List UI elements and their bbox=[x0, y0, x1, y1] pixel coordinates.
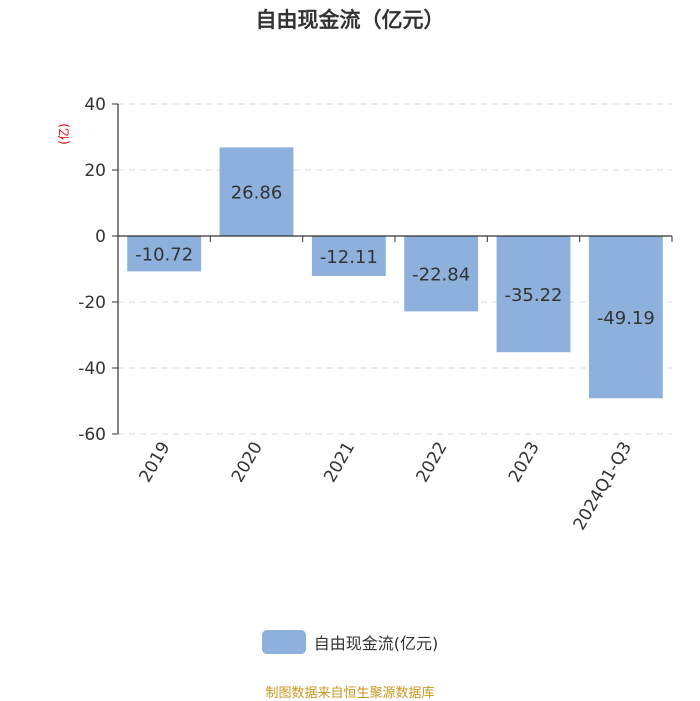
x-tick-label: 2019 bbox=[136, 439, 175, 486]
bar bbox=[496, 236, 571, 353]
y-axis-unit-label: (亿) bbox=[56, 123, 71, 144]
y-tick-label: 0 bbox=[95, 227, 106, 247]
x-tick-label: 2023 bbox=[505, 439, 544, 486]
x-tick-label: 2021 bbox=[320, 439, 359, 486]
bar-chart: 40 20 0 -20 -40 -60 (亿) -10.72 26.86 -12.11 -22.84… bbox=[56, 95, 673, 534]
y-tick-label: -60 bbox=[78, 425, 106, 445]
bar-value-label: -10.72 bbox=[135, 245, 193, 266]
y-tick-label: -20 bbox=[78, 293, 106, 313]
bar bbox=[311, 236, 386, 276]
bar-value-label: -49.19 bbox=[597, 308, 655, 329]
bar-value-label: 26.86 bbox=[231, 183, 283, 204]
bar-value-label: -35.22 bbox=[504, 285, 562, 306]
y-tick-label: 20 bbox=[84, 161, 106, 181]
y-tick-label: -40 bbox=[78, 359, 106, 379]
source-note: 制图数据来自恒生聚源数据库 bbox=[265, 686, 435, 701]
legend-label: 自由现金流(亿元) bbox=[313, 634, 439, 653]
y-tick-label: 40 bbox=[84, 95, 106, 115]
bar bbox=[404, 236, 479, 312]
legend[interactable]: 自由现金流(亿元) bbox=[0, 630, 700, 654]
bar bbox=[127, 236, 202, 272]
legend-swatch bbox=[261, 630, 306, 654]
x-tick-label: 2022 bbox=[413, 439, 452, 486]
x-tick-label: 2024Q1-Q3 bbox=[570, 439, 637, 534]
bar bbox=[219, 147, 294, 236]
bar bbox=[588, 236, 663, 399]
chart-title: 自由现金流（亿元） bbox=[255, 8, 445, 32]
bar-value-label: -12.11 bbox=[320, 247, 378, 268]
bar-value-label: -22.84 bbox=[412, 265, 470, 286]
x-tick-label: 2020 bbox=[228, 439, 267, 486]
